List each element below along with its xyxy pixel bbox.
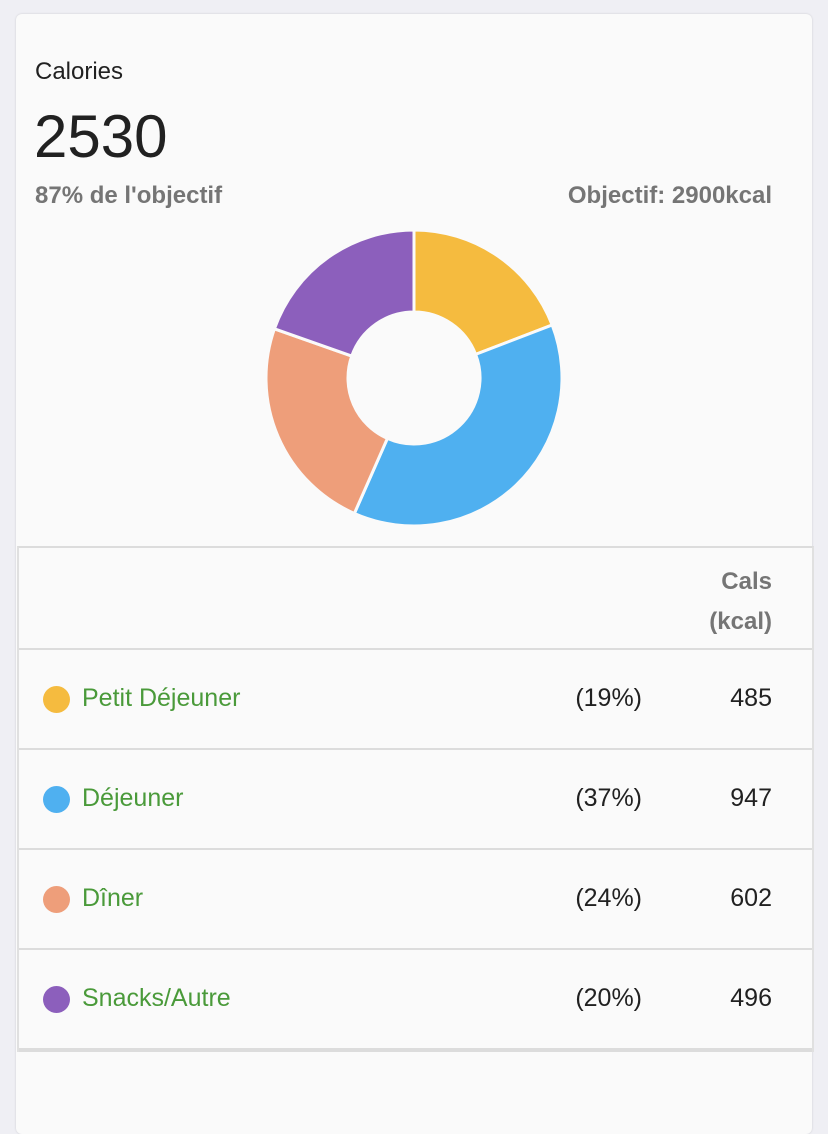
total-calories: 2530 bbox=[34, 103, 168, 170]
meal-calories: 496 bbox=[730, 984, 772, 1012]
donut-slice-2[interactable] bbox=[264, 326, 390, 516]
calories-card: Calories 2530 87% de l'objectif Objectif… bbox=[16, 14, 814, 1134]
header-line-2: (kcal) bbox=[709, 608, 772, 635]
header-line-1: Cals bbox=[721, 568, 772, 595]
meal-calories: 602 bbox=[730, 884, 772, 912]
table-row[interactable]: Déjeuner (37%) 947 bbox=[19, 750, 812, 850]
meal-percent: (37%) bbox=[575, 784, 642, 812]
meal-calories: 485 bbox=[730, 684, 772, 712]
goal-label: Objectif: 2900kcal bbox=[567, 182, 772, 209]
meals-table: Cals (kcal) Petit Déjeuner (19%) 485 Déj… bbox=[17, 546, 814, 1052]
meal-name[interactable]: Dîner bbox=[82, 884, 144, 912]
column-header-cals: Cals (kcal) bbox=[709, 562, 772, 642]
legend-dot-icon bbox=[43, 986, 70, 1013]
meal-percent: (20%) bbox=[575, 984, 642, 1012]
legend-dot-icon bbox=[43, 886, 70, 913]
meal-percent: (19%) bbox=[575, 684, 642, 712]
table-row[interactable]: Petit Déjeuner (19%) 485 bbox=[19, 650, 812, 750]
legend-dot-icon bbox=[43, 786, 70, 813]
table-header: Cals (kcal) bbox=[19, 548, 812, 650]
meal-name[interactable]: Déjeuner bbox=[82, 784, 184, 812]
meal-name[interactable]: Snacks/Autre bbox=[82, 984, 231, 1012]
card-title: Calories bbox=[35, 58, 124, 85]
meal-name[interactable]: Petit Déjeuner bbox=[82, 684, 241, 712]
meal-percent: (24%) bbox=[575, 884, 642, 912]
donut-slice-3[interactable] bbox=[272, 228, 416, 358]
percent-of-goal: 87% de l'objectif bbox=[35, 182, 223, 209]
table-row[interactable]: Snacks/Autre (20%) 496 bbox=[19, 950, 812, 1052]
legend-dot-icon bbox=[43, 686, 70, 713]
table-row[interactable]: Dîner (24%) 602 bbox=[19, 850, 812, 950]
donut-slice-0[interactable] bbox=[412, 228, 555, 357]
donut-chart bbox=[264, 228, 564, 528]
donut-slice-1[interactable] bbox=[352, 323, 564, 528]
meal-calories: 947 bbox=[730, 784, 772, 812]
